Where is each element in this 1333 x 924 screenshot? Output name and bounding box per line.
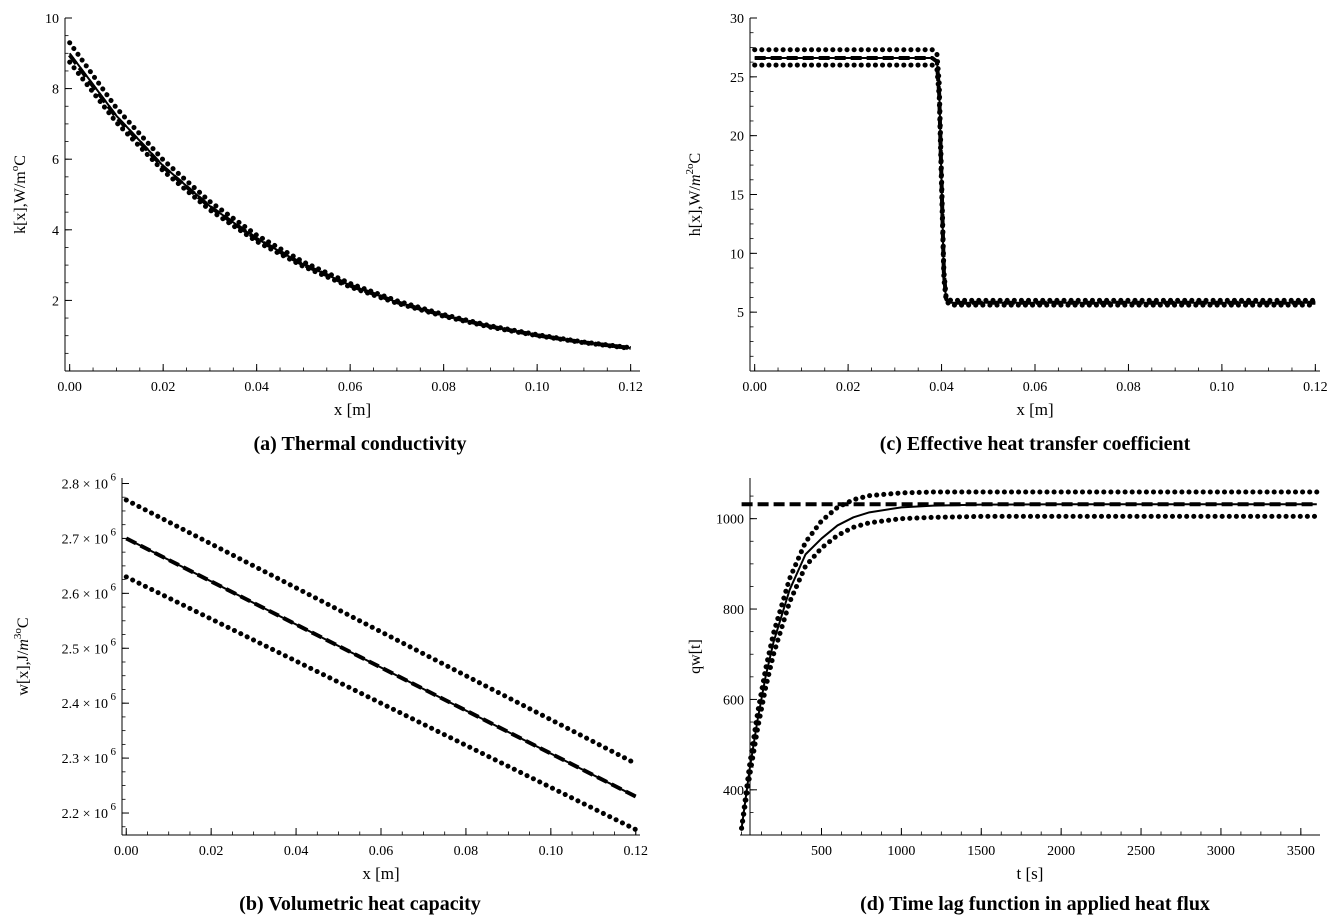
series-dotted-line-b-3 xyxy=(123,574,639,833)
x-tick-label-a: 0.00 xyxy=(57,380,82,395)
x-tick-label-a: 0.02 xyxy=(151,380,176,395)
y-tick-label-c: 20 xyxy=(730,130,744,145)
y-tick-label-b: 2.5 × 10 xyxy=(62,642,108,657)
x-tick-label-b: 0.04 xyxy=(284,844,309,859)
series-dotted-line-b-2 xyxy=(123,497,639,767)
y-tick-label-c: 5 xyxy=(737,306,744,321)
x-tick-label-a: 0.08 xyxy=(431,380,456,395)
x-tick-label-a: 0.06 xyxy=(338,380,363,395)
series-dotted-line-a-2 xyxy=(67,40,634,351)
x-tick-label-d: 1500 xyxy=(967,844,995,859)
y-tick-label-b: 2.3 × 10 xyxy=(62,752,108,767)
x-tick-label-c: 0.06 xyxy=(1023,380,1048,395)
series-dotted-line-d-2 xyxy=(739,489,1320,831)
y-axis-label-b: w[x],J/m3oC xyxy=(12,617,32,695)
series-dotted-line-d-3 xyxy=(739,513,1320,831)
series-dashed-line-a-1 xyxy=(68,53,631,351)
x-tick-label-d: 3500 xyxy=(1287,844,1315,859)
series-solid-line-a-0 xyxy=(68,52,631,350)
caption-c: (c) Effective heat transfer coefficient xyxy=(879,433,1191,455)
y-tick-label-a: 4 xyxy=(52,224,59,239)
y-tick-label-c: 25 xyxy=(730,71,744,86)
x-tick-label-c: 0.00 xyxy=(742,380,767,395)
y-tick-label-d: 600 xyxy=(723,693,744,708)
y-tick-label-a: 10 xyxy=(45,12,59,27)
y-tick-exponent-b: 6 xyxy=(111,636,117,648)
series-dotted-line-c-2 xyxy=(752,47,1318,303)
x-axis-label-c: x [m] xyxy=(1016,400,1053,419)
chart-d: 500 1000 1500 2000 2500 3000 3500 400 600 800 1000… xyxy=(687,478,1320,883)
caption-d: (d) Time lag function in applied heat fl… xyxy=(860,893,1210,915)
y-tick-label-a: 2 xyxy=(52,294,59,309)
x-tick-label-d: 2500 xyxy=(1127,844,1155,859)
x-tick-label-a: 0.10 xyxy=(525,380,550,395)
x-axis-label-a: x [m] xyxy=(334,400,371,419)
y-axis-label-c: h[x],W/m2oC xyxy=(684,153,704,236)
x-tick-label-a: 0.12 xyxy=(618,380,643,395)
y-tick-label-b: 2.8 × 10 xyxy=(62,477,108,492)
y-tick-exponent-b: 6 xyxy=(111,581,117,593)
y-tick-label-a: 6 xyxy=(52,153,59,168)
series-solid-line-c-0 xyxy=(754,57,1316,304)
x-tick-label-b: 0.00 xyxy=(114,844,139,859)
series-dotted-line-c-3 xyxy=(752,62,1318,308)
caption-a: (a) Thermal conductivity xyxy=(253,433,467,455)
series-dashed-line-c-1 xyxy=(754,56,1316,305)
y-tick-exponent-b: 6 xyxy=(111,691,117,703)
x-tick-label-b: 0.06 xyxy=(369,844,394,859)
x-tick-label-c: 0.12 xyxy=(1303,380,1328,395)
y-tick-label-a: 8 xyxy=(52,83,59,98)
y-tick-label-b: 2.4 × 10 xyxy=(62,697,108,712)
x-tick-label-b: 0.10 xyxy=(539,844,564,859)
y-tick-exponent-b: 6 xyxy=(111,471,117,483)
x-tick-label-d: 1000 xyxy=(887,844,915,859)
chart-b: 0.00 0.02 0.04 0.06 0.08 0.10 0.122.2 × 10 62.3… xyxy=(12,471,648,883)
x-tick-label-b: 0.08 xyxy=(454,844,479,859)
x-tick-label-d: 3000 xyxy=(1207,844,1235,859)
y-tick-exponent-b: 6 xyxy=(111,526,117,538)
x-tick-label-c: 0.08 xyxy=(1116,380,1141,395)
y-tick-label-d: 1000 xyxy=(716,513,744,528)
y-tick-label-d: 400 xyxy=(723,784,744,799)
chart-c: 0.00 0.02 0.04 0.06 0.08 0.10 0.12 5 10 15 20 25 30 x… xyxy=(684,12,1328,419)
y-tick-exponent-b: 6 xyxy=(111,801,117,813)
x-tick-label-c: 0.04 xyxy=(929,380,954,395)
y-axis-label-d: qw[t] xyxy=(687,639,704,674)
x-axis-label-b: x [m] xyxy=(362,864,399,883)
x-tick-label-a: 0.04 xyxy=(244,380,269,395)
x-axis-label-d: t [s] xyxy=(1017,864,1044,883)
y-tick-label-b: 2.6 × 10 xyxy=(62,587,108,602)
y-tick-label-c: 10 xyxy=(730,247,744,262)
x-tick-label-b: 0.02 xyxy=(199,844,224,859)
y-axis-label-a: k[x],W/moC xyxy=(9,155,29,234)
x-tick-label-d: 2000 xyxy=(1047,844,1075,859)
x-tick-label-c: 0.10 xyxy=(1210,380,1235,395)
caption-b: (b) Volumetric heat capacity xyxy=(239,893,481,915)
y-tick-label-d: 800 xyxy=(723,603,744,618)
x-tick-label-b: 0.12 xyxy=(624,844,649,859)
x-tick-label-d: 500 xyxy=(811,844,832,859)
x-tick-label-c: 0.02 xyxy=(836,380,861,395)
chart-a: 0.00 0.02 0.04 0.06 0.08 0.10 0.12 2 4 6 8 10 x [m] k… xyxy=(9,12,643,419)
y-tick-label-c: 15 xyxy=(730,189,744,204)
series-dotted-line-a-3 xyxy=(67,59,634,351)
y-tick-exponent-b: 6 xyxy=(111,746,117,758)
series-solid-line-b-0 xyxy=(125,537,637,798)
y-tick-label-b: 2.7 × 10 xyxy=(62,532,108,547)
y-tick-label-b: 2.2 × 10 xyxy=(62,807,108,822)
series-solid-line-d-0 xyxy=(740,503,1317,829)
y-tick-label-c: 30 xyxy=(730,12,744,27)
